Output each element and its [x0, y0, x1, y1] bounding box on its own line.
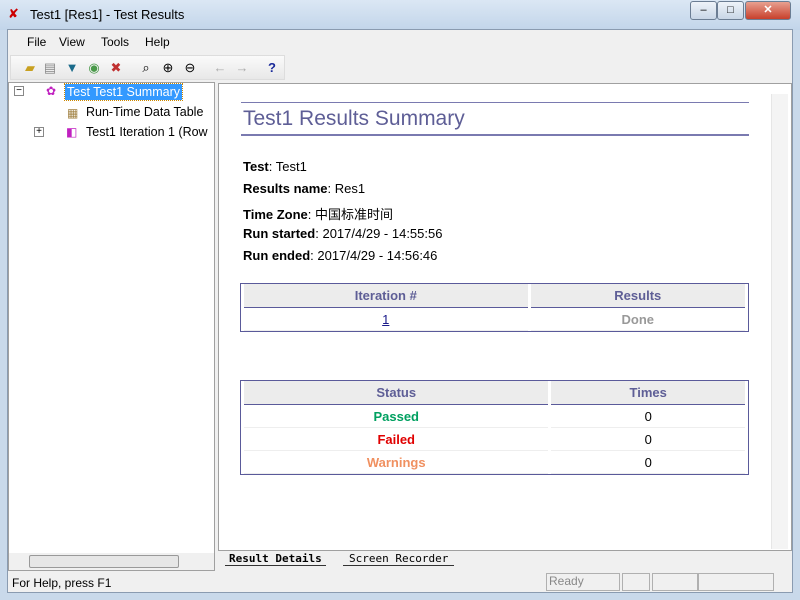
minimize-button[interactable]: – [690, 1, 717, 20]
tree-item-summary[interactable]: Test Test1 Summary [63, 83, 184, 101]
forward-icon[interactable]: → [235, 60, 249, 75]
title-bar: ✘ Test1 [Res1] - Test Results – □ ✕ [0, 0, 800, 30]
window-title: Test1 [Res1] - Test Results [30, 7, 185, 22]
maximize-button[interactable]: □ [717, 1, 744, 20]
open-icon[interactable]: ▰ [25, 60, 35, 75]
field-label: Results name [243, 181, 328, 197]
print-icon[interactable]: ▤ [43, 60, 57, 75]
back-icon[interactable]: ← [213, 60, 227, 75]
menu-tools[interactable]: Tools [101, 35, 130, 49]
zoom-in-icon[interactable]: ⊕ [162, 60, 174, 75]
menu-help[interactable]: Help [145, 35, 170, 49]
field-label: Test [243, 159, 269, 174]
field-value: 2017/4/29 - 14:56:46 [317, 248, 438, 264]
field-value: Res1 [334, 181, 366, 197]
status-cell: Passed [244, 405, 549, 428]
status-bar: For Help, press F1 Ready [8, 572, 792, 592]
field-value: Test1 [275, 159, 307, 174]
field-value: 中国标准时间 [315, 206, 394, 222]
summary-field: Run ended: 2017/4/29 - 14:56:46 [243, 248, 438, 264]
status-ready: Ready [546, 573, 620, 591]
tree-item-data-table[interactable]: Run-Time Data Table [86, 105, 204, 119]
field-label: Time Zone [243, 206, 308, 222]
status-panel [652, 573, 698, 591]
table-row: 1 Done [244, 308, 745, 331]
column-header: Times [551, 381, 745, 405]
table-row: Passed 0 [244, 405, 745, 428]
result-cell: Done [530, 308, 745, 331]
expand-icon[interactable]: + [34, 127, 44, 137]
column-header: Results [530, 284, 745, 308]
toolbar: ▰ ▤ ▼ ◉ ✖ ⌕ ⊕ ⊖ ← → ? [10, 55, 285, 80]
menu-view[interactable]: View [59, 35, 85, 49]
page-title: Test1 Results Summary [243, 107, 465, 130]
status-cell: Warnings [244, 451, 549, 474]
table-row: Warnings 0 [244, 451, 745, 474]
tab-bar: Result Details Screen Recorder [219, 552, 779, 570]
summary-field: Run started: 2017/4/29 - 14:55:56 [243, 225, 443, 241]
summary-field: Time Zone: 中国标准时间 [243, 206, 394, 222]
field-value: 2017/4/29 - 14:55:56 [322, 225, 443, 241]
iteration-link[interactable]: 1 [382, 311, 390, 327]
divider [241, 134, 749, 136]
tree-item-iteration[interactable]: Test1 Iteration 1 (Row [86, 125, 208, 139]
tab-screen-recorder[interactable]: Screen Recorder [343, 552, 455, 566]
status-cell: Failed [244, 428, 549, 451]
column-header: Status [244, 381, 549, 405]
menu-file[interactable]: File [27, 35, 47, 49]
data-table-icon: ▦ [67, 106, 79, 120]
times-cell: 0 [551, 451, 745, 474]
help-text: For Help, press F1 [12, 576, 112, 590]
iterations-table: Iteration # Results 1 Done [240, 283, 749, 332]
vertical-scrollbar[interactable] [771, 94, 788, 549]
zoom-out-icon[interactable]: ⊖ [184, 60, 196, 75]
times-cell: 0 [551, 405, 745, 428]
collapse-icon[interactable]: − [14, 86, 24, 96]
summary-field: Test: Test1 [243, 159, 307, 174]
close-button[interactable]: ✕ [745, 1, 791, 20]
app-icon: ✘ [8, 6, 19, 21]
status-table: Status Times Passed 0 Failed 0 Warnings 0 [240, 380, 749, 475]
scroll-thumb[interactable] [29, 555, 179, 568]
field-label: Run started [243, 225, 316, 241]
find-icon[interactable]: ◉ [88, 60, 100, 75]
field-label: Run ended [243, 248, 311, 264]
tree-pane: − ✿ Test Test1 Summary ▦ Run-Time Data T… [8, 82, 215, 571]
iteration-icon: ◧ [66, 125, 78, 139]
status-panel [622, 573, 650, 591]
delete-icon[interactable]: ✖ [110, 60, 122, 75]
divider [241, 102, 749, 103]
times-cell: 0 [551, 428, 745, 451]
help-icon[interactable]: ? [268, 60, 276, 75]
table-row: Failed 0 [244, 428, 745, 451]
status-panel [698, 573, 774, 591]
summary-icon: ✿ [46, 84, 57, 98]
summary-field: Results name: Res1 [243, 181, 366, 197]
filter-icon[interactable]: ▼ [65, 60, 79, 75]
tab-result-details[interactable]: Result Details [225, 552, 326, 566]
preview-icon[interactable]: ⌕ [142, 60, 150, 75]
horizontal-scrollbar[interactable] [9, 553, 214, 570]
menu-bar: File View Tools Help [8, 31, 792, 53]
column-header: Iteration # [244, 284, 528, 308]
